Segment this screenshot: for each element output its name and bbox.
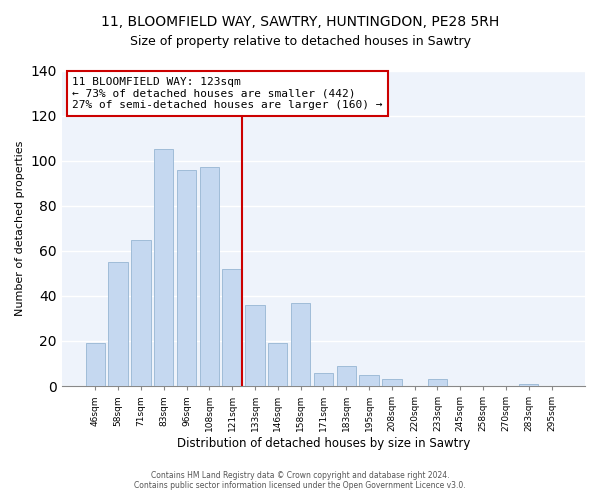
Bar: [131, 240, 151, 386]
Y-axis label: Number of detached properties: Number of detached properties: [15, 140, 25, 316]
Bar: [223, 269, 242, 386]
Text: 11 BLOOMFIELD WAY: 123sqm
← 73% of detached houses are smaller (442)
27% of semi: 11 BLOOMFIELD WAY: 123sqm ← 73% of detac…: [72, 77, 383, 110]
Bar: [245, 305, 265, 386]
Bar: [428, 380, 447, 386]
Bar: [200, 168, 219, 386]
Bar: [86, 343, 105, 386]
Bar: [314, 372, 333, 386]
Bar: [154, 150, 173, 386]
Bar: [382, 380, 401, 386]
Text: Contains HM Land Registry data © Crown copyright and database right 2024.
Contai: Contains HM Land Registry data © Crown c…: [134, 470, 466, 490]
Bar: [519, 384, 538, 386]
Bar: [109, 262, 128, 386]
X-axis label: Distribution of detached houses by size in Sawtry: Distribution of detached houses by size …: [177, 437, 470, 450]
Bar: [359, 375, 379, 386]
Bar: [337, 366, 356, 386]
Text: 11, BLOOMFIELD WAY, SAWTRY, HUNTINGDON, PE28 5RH: 11, BLOOMFIELD WAY, SAWTRY, HUNTINGDON, …: [101, 15, 499, 29]
Bar: [177, 170, 196, 386]
Text: Size of property relative to detached houses in Sawtry: Size of property relative to detached ho…: [130, 35, 470, 48]
Bar: [268, 343, 287, 386]
Bar: [291, 302, 310, 386]
